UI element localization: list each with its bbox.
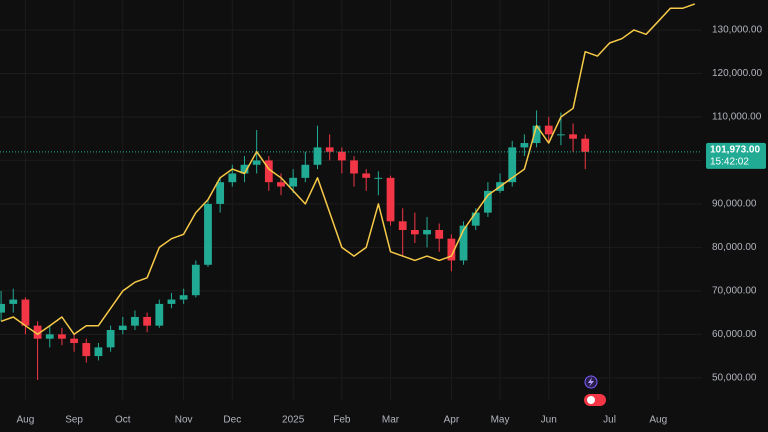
candle-body bbox=[277, 182, 285, 187]
candle-body bbox=[58, 334, 66, 339]
flash-glyph bbox=[588, 377, 594, 387]
x-tick-label: Jun bbox=[541, 415, 557, 426]
y-tick-label: 120,000.00 bbox=[712, 68, 762, 79]
candle-body bbox=[191, 264, 200, 296]
candle-body bbox=[289, 177, 298, 187]
candle-body bbox=[398, 221, 407, 230]
candle-body bbox=[350, 160, 358, 174]
candle-body bbox=[155, 303, 164, 326]
candle-body bbox=[33, 325, 42, 339]
candle-body bbox=[179, 295, 188, 300]
candle-body bbox=[581, 138, 590, 152]
candle-body bbox=[204, 203, 212, 265]
last-price-label: 101,973.00 bbox=[710, 144, 760, 155]
candle-body bbox=[483, 190, 492, 213]
candle-body bbox=[70, 338, 78, 344]
candle-body bbox=[301, 164, 310, 178]
x-tick-label: May bbox=[491, 415, 510, 426]
candle-body bbox=[228, 173, 237, 183]
candle-body bbox=[337, 151, 346, 161]
last-price-tag bbox=[706, 142, 766, 169]
candle-body bbox=[240, 164, 249, 174]
x-tick-label: Sep bbox=[65, 415, 83, 426]
candle-body bbox=[508, 147, 517, 183]
candle-body bbox=[0, 303, 5, 313]
candle-body bbox=[313, 147, 322, 165]
event-icons bbox=[584, 375, 606, 406]
x-tick-label: Dec bbox=[223, 415, 241, 426]
candle-body bbox=[362, 173, 371, 178]
line-series bbox=[0, 3, 696, 336]
candle-body bbox=[544, 125, 553, 135]
candle-body bbox=[520, 143, 529, 148]
candle-body bbox=[410, 230, 419, 235]
candle-body bbox=[143, 316, 152, 326]
candle-body bbox=[45, 334, 54, 339]
x-tick-label: Feb bbox=[333, 415, 351, 426]
news-glyph bbox=[587, 396, 595, 404]
x-tick-label: Aug bbox=[17, 415, 35, 426]
candle-body bbox=[106, 330, 115, 348]
candle-body bbox=[167, 299, 176, 304]
y-tick-label: 90,000.00 bbox=[712, 199, 757, 210]
candle-body bbox=[216, 182, 225, 204]
candle-body bbox=[374, 177, 383, 179]
candle-body bbox=[386, 177, 395, 222]
candle-body bbox=[264, 160, 273, 183]
x-tick-label: 2025 bbox=[282, 415, 305, 426]
x-tick-label: Nov bbox=[175, 415, 193, 426]
candle-body bbox=[532, 125, 541, 144]
x-tick-label: Apr bbox=[444, 415, 460, 426]
y-tick-label: 130,000.00 bbox=[712, 25, 762, 36]
candle-body bbox=[423, 230, 431, 235]
candle-body bbox=[9, 299, 18, 304]
candle-body bbox=[325, 147, 334, 152]
candle-body bbox=[82, 343, 91, 357]
y-tick-label: 80,000.00 bbox=[712, 242, 757, 253]
y-tick-label: 60,000.00 bbox=[712, 329, 757, 340]
y-tick-label: 110,000.00 bbox=[712, 112, 762, 123]
x-tick-label: Oct bbox=[115, 415, 131, 426]
candle-body bbox=[435, 230, 444, 239]
y-tick-label: 50,000.00 bbox=[712, 372, 757, 383]
y-tick-label: 70,000.00 bbox=[712, 286, 757, 297]
candle-body bbox=[471, 212, 480, 226]
candle-body bbox=[94, 347, 103, 357]
x-tick-label: Aug bbox=[649, 415, 667, 426]
candle-body bbox=[557, 134, 565, 136]
x-tick-label: Jul bbox=[603, 415, 616, 426]
candle-body bbox=[459, 225, 468, 261]
x-tick-label: Mar bbox=[382, 415, 400, 426]
candle-body bbox=[118, 325, 127, 330]
candle-body bbox=[447, 238, 456, 261]
candle-body bbox=[252, 160, 261, 165]
candle-body bbox=[569, 134, 577, 139]
candle-body bbox=[131, 316, 139, 326]
countdown-label: 15:42:02 bbox=[710, 156, 749, 167]
candle-body bbox=[21, 299, 30, 326]
